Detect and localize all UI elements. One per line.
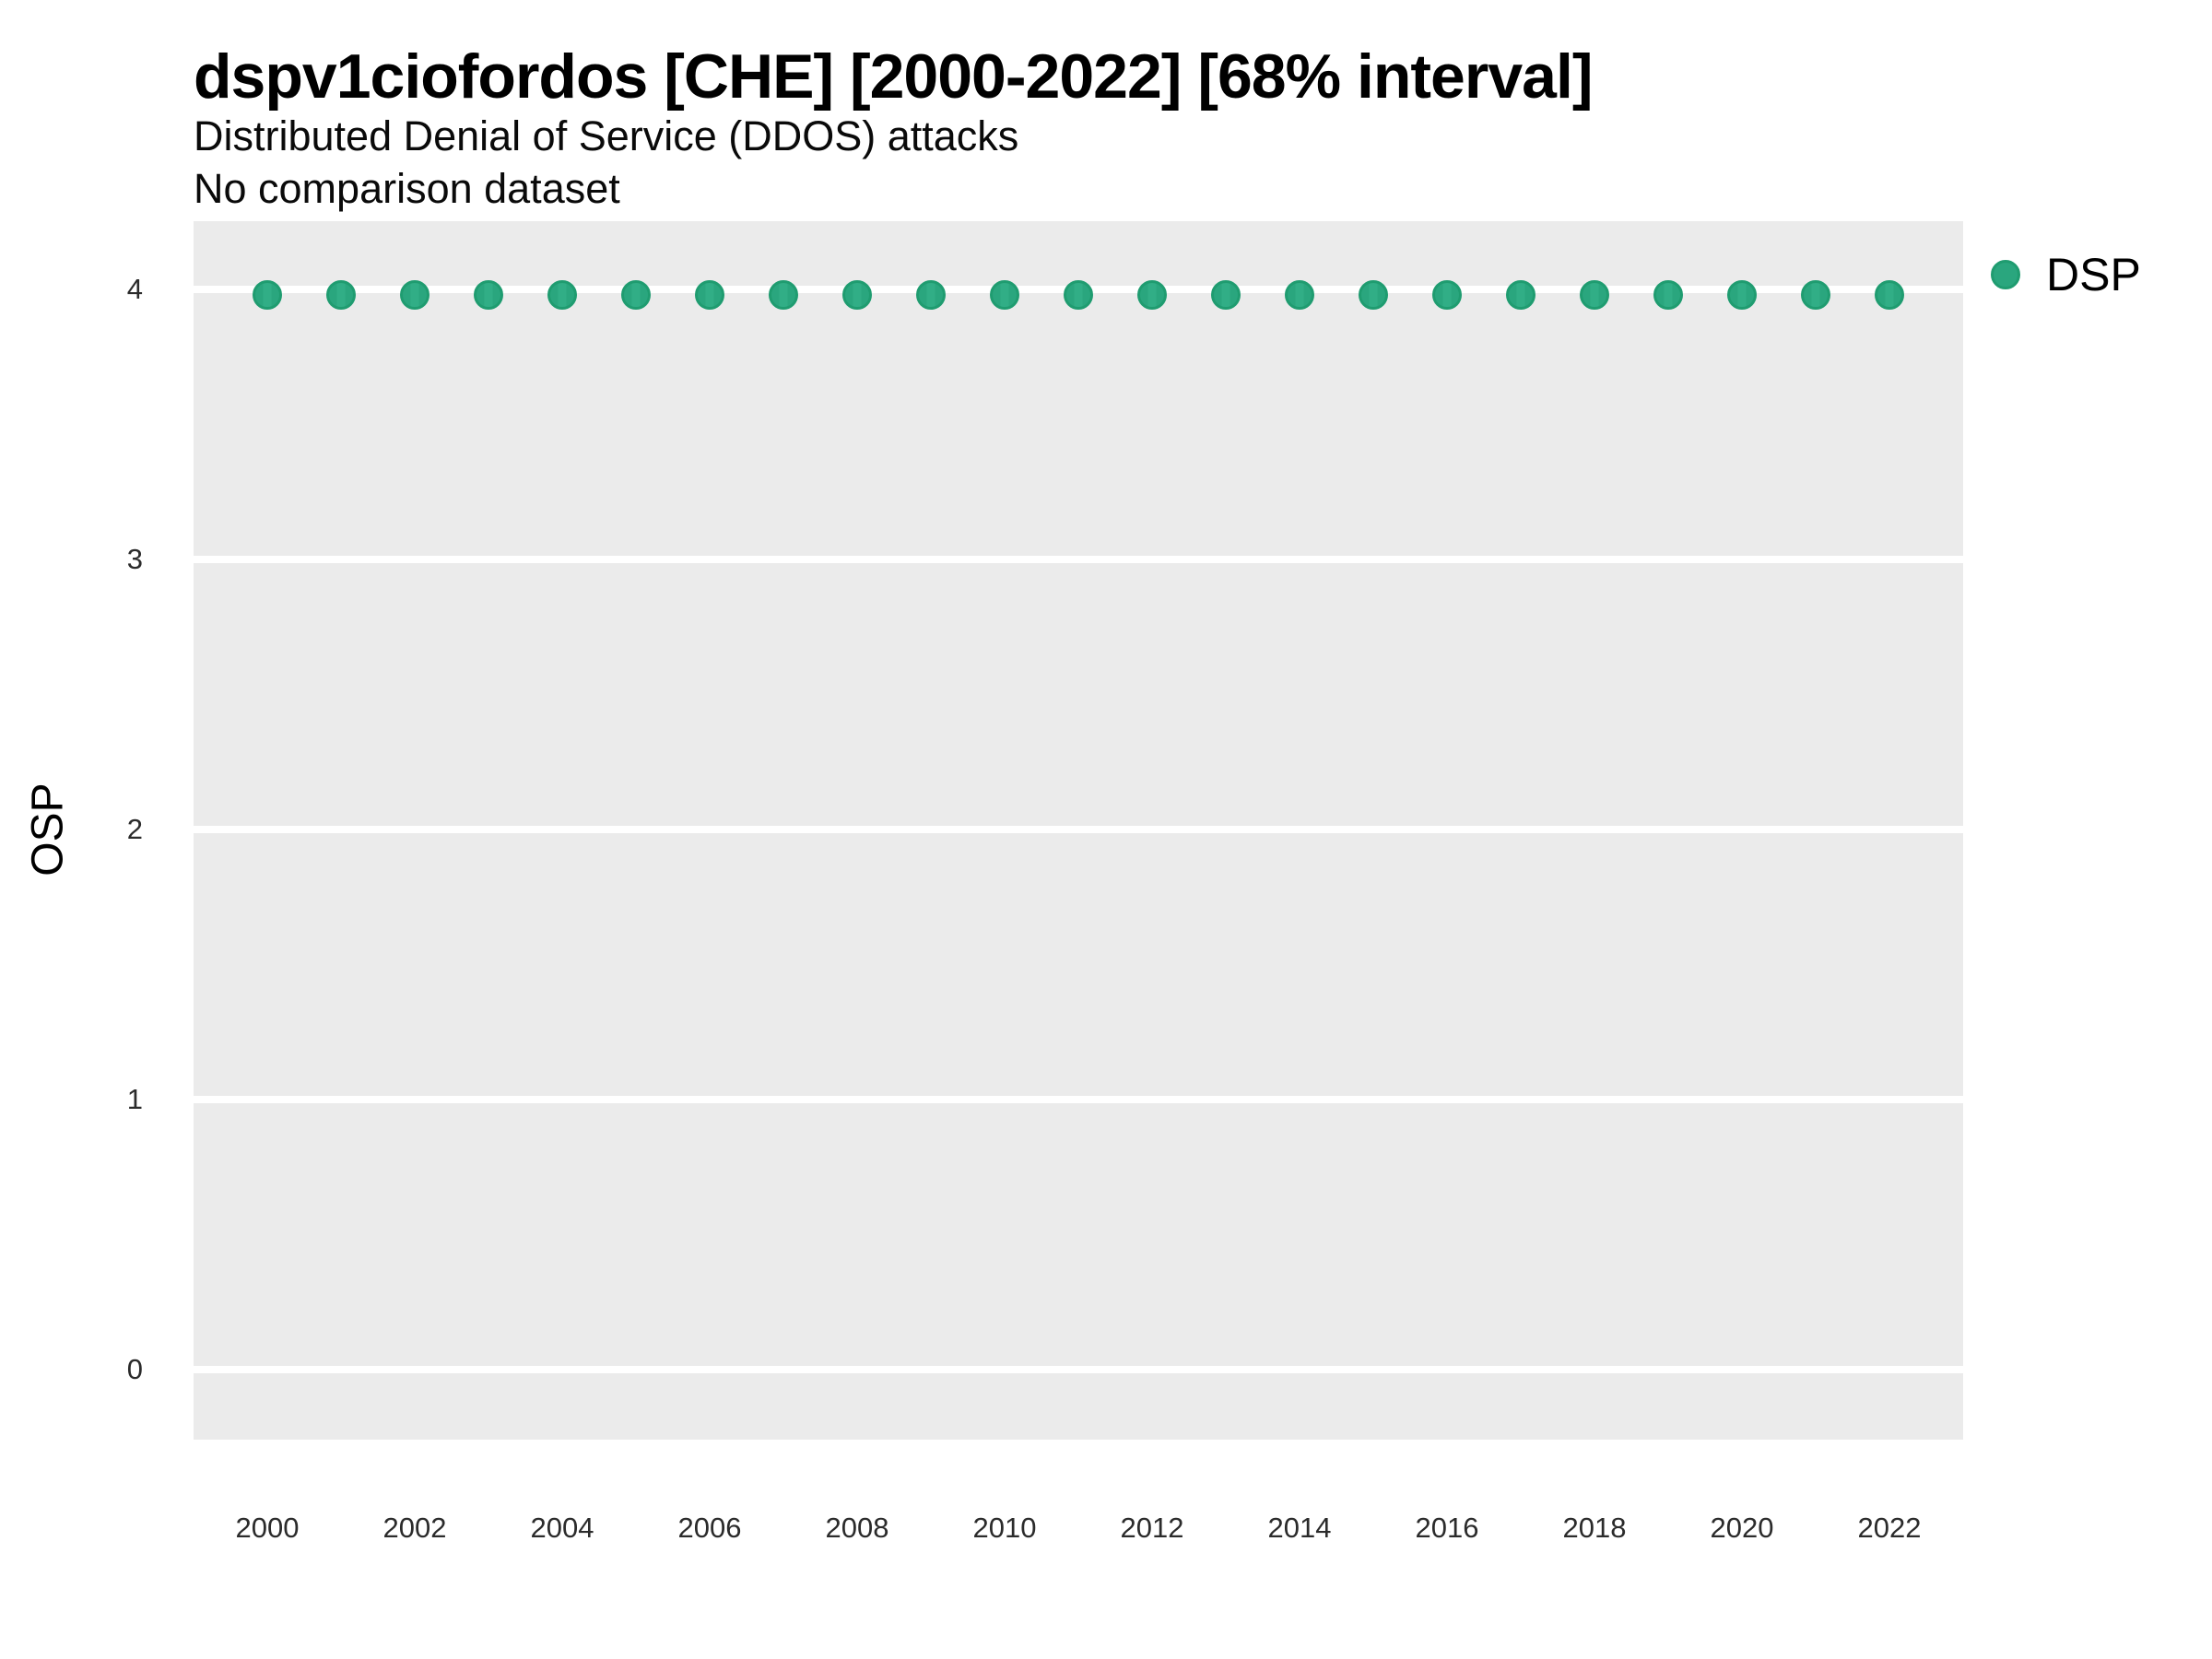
data-point-DSP-2007 bbox=[769, 279, 798, 310]
data-point-DSP-2022 bbox=[1875, 279, 1904, 310]
data-point-DSP-2020 bbox=[1727, 279, 1757, 310]
data-point-DSP-2003 bbox=[474, 279, 503, 310]
chart-note: No comparison dataset bbox=[194, 165, 620, 212]
legend: DSP bbox=[1991, 249, 2141, 300]
x-tick-label-2022: 2022 bbox=[1857, 1512, 1922, 1544]
x-tick-label-2012: 2012 bbox=[1120, 1512, 1184, 1544]
gridline-y-2 bbox=[194, 826, 1963, 833]
data-point-DSP-2001 bbox=[326, 279, 356, 310]
data-point-DSP-2016 bbox=[1432, 279, 1462, 310]
legend-circle-icon bbox=[1991, 260, 2020, 289]
data-point-DSP-2005 bbox=[621, 279, 651, 310]
data-point-DSP-2019 bbox=[1653, 279, 1683, 310]
x-tick-label-2018: 2018 bbox=[1562, 1512, 1627, 1544]
chart-subtitle: Distributed Denial of Service (DDOS) att… bbox=[194, 112, 1019, 159]
x-tick-label-2004: 2004 bbox=[530, 1512, 594, 1544]
y-tick-label-2: 2 bbox=[126, 813, 143, 845]
x-tick-label-2000: 2000 bbox=[235, 1512, 300, 1544]
data-point-DSP-2017 bbox=[1506, 279, 1535, 310]
y-tick-label-1: 1 bbox=[126, 1083, 143, 1115]
chart-title: dspv1ciofordos [CHE] [2000-2022] [68% in… bbox=[194, 41, 1593, 112]
x-tick-label-2006: 2006 bbox=[677, 1512, 742, 1544]
data-point-DSP-2009 bbox=[916, 279, 946, 310]
y-tick-label-0: 0 bbox=[126, 1353, 143, 1385]
x-tick-label-2010: 2010 bbox=[972, 1512, 1037, 1544]
data-point-DSP-2006 bbox=[695, 279, 724, 310]
y-tick-label-4: 4 bbox=[126, 273, 143, 305]
data-point-DSP-2000 bbox=[253, 279, 282, 310]
data-point-DSP-2002 bbox=[400, 279, 429, 310]
gridline-y-1 bbox=[194, 1096, 1963, 1103]
data-point-DSP-2008 bbox=[842, 279, 872, 310]
gridline-y-3 bbox=[194, 556, 1963, 563]
x-tick-label-2008: 2008 bbox=[825, 1512, 889, 1544]
data-point-DSP-2014 bbox=[1285, 279, 1314, 310]
plot-panel bbox=[194, 221, 1963, 1440]
data-point-DSP-2013 bbox=[1211, 279, 1241, 310]
data-point-DSP-2015 bbox=[1359, 279, 1388, 310]
data-point-DSP-2004 bbox=[547, 279, 577, 310]
x-tick-label-2002: 2002 bbox=[382, 1512, 447, 1544]
gridline-y-0 bbox=[194, 1366, 1963, 1373]
x-tick-label-2020: 2020 bbox=[1710, 1512, 1774, 1544]
x-tick-label-2016: 2016 bbox=[1415, 1512, 1479, 1544]
data-point-DSP-2011 bbox=[1064, 279, 1093, 310]
data-point-DSP-2012 bbox=[1137, 279, 1167, 310]
legend-label: DSP bbox=[2046, 249, 2141, 300]
y-tick-label-3: 3 bbox=[126, 543, 143, 575]
x-tick-label-2014: 2014 bbox=[1267, 1512, 1332, 1544]
data-point-DSP-2018 bbox=[1580, 279, 1609, 310]
data-point-DSP-2021 bbox=[1801, 279, 1830, 310]
data-point-DSP-2010 bbox=[990, 279, 1019, 310]
